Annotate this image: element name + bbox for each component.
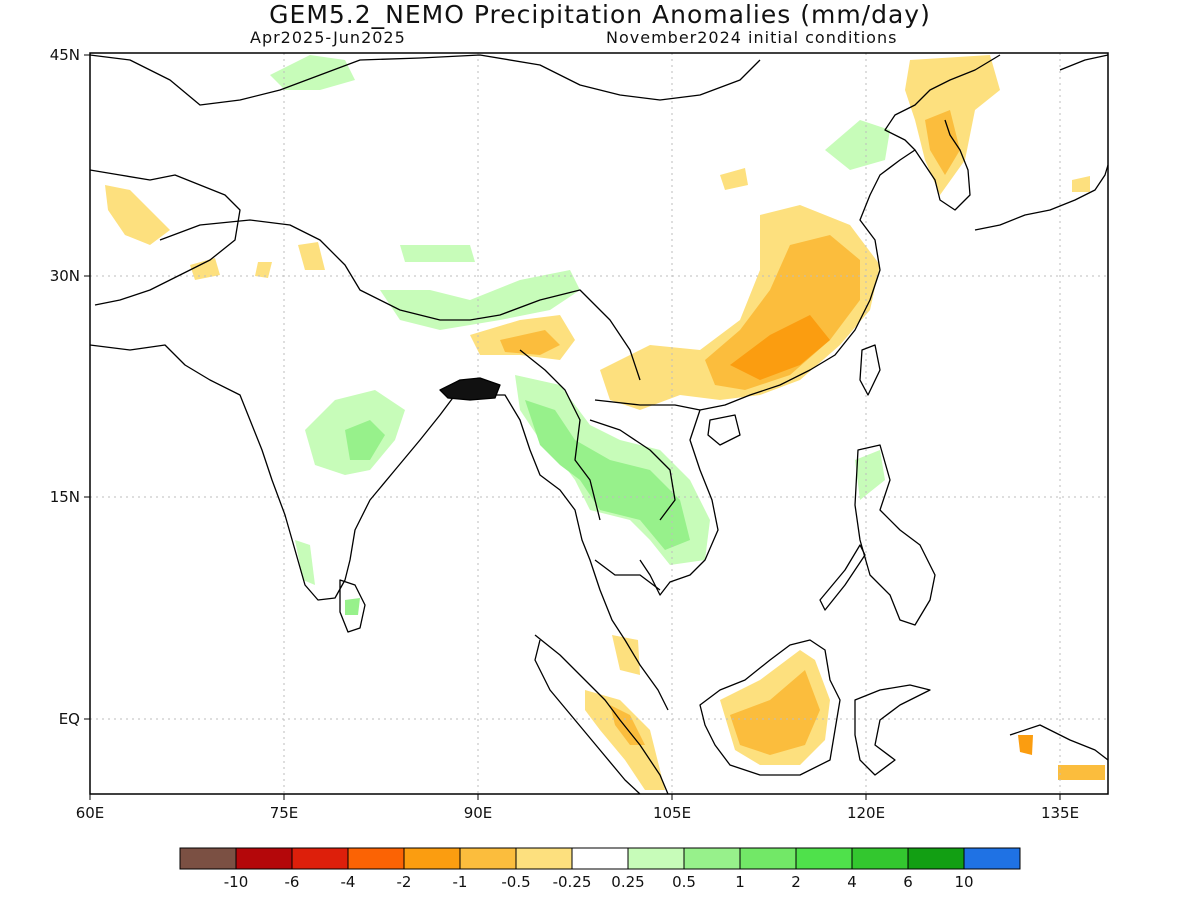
colorbar-swatch <box>683 847 741 870</box>
lat-label-30n: 30N <box>50 267 80 285</box>
colorbar-swatch <box>851 847 909 870</box>
anomaly-dry-new-guinea <box>1058 765 1105 780</box>
anomaly-shading <box>105 55 1105 790</box>
coastlines <box>89 54 1109 795</box>
lon-label-120e: 120E <box>847 804 885 822</box>
anomaly-dry-borneo-core <box>730 670 820 755</box>
colorbar-swatch <box>235 847 293 870</box>
colorbar-tick-label: -0.25 <box>553 873 592 891</box>
colorbar-swatch <box>515 847 573 870</box>
anomaly-dry-north-india <box>190 258 220 280</box>
lon-label-135e: 135E <box>1041 804 1079 822</box>
lon-label-60e: 60E <box>76 804 105 822</box>
map-title: GEM5.2_NEMO Precipitation Anomalies (mm/… <box>269 0 931 29</box>
anomaly-wet-mainland-sea-core <box>525 400 690 550</box>
colorbar-tick-label: 0.5 <box>672 873 696 891</box>
colorbar-tick-label: 6 <box>903 873 913 891</box>
colorbar-tick-label: -4 <box>341 873 356 891</box>
colorbar-swatch <box>627 847 685 870</box>
colorbar-tick-label: -0.5 <box>501 873 530 891</box>
lat-label-15n: 15N <box>50 488 80 506</box>
colorbar-swatch <box>179 847 237 870</box>
anomaly-dry-south-china-mid <box>705 235 860 390</box>
anomaly-dry-nepal <box>298 242 325 270</box>
colorbar-swatch <box>347 847 405 870</box>
initial-conditions: November2024 initial conditions <box>606 28 898 47</box>
colorbar-tick-label: -1 <box>453 873 468 891</box>
anomaly-wet-central-india-core <box>345 420 385 460</box>
colorbar-swatch <box>907 847 965 870</box>
anomaly-wet-mongolia <box>270 55 355 90</box>
lat-label-45n: 45N <box>50 46 80 64</box>
forecast-period: Apr2025-Jun2025 <box>250 28 406 47</box>
colorbar-swatch <box>571 847 629 870</box>
colorbar-tick-label: -10 <box>224 873 249 891</box>
anomaly-dry-sumatra <box>585 690 665 790</box>
colorbar-tick-label: 0.25 <box>611 873 644 891</box>
anomaly-wet-luzon <box>855 450 885 500</box>
anomaly-dry-sumatra-core <box>610 705 645 745</box>
anomaly-dry-myanmar-core <box>500 330 560 355</box>
lat-label-eq: EQ <box>59 710 80 728</box>
anomaly-dry-pakistan <box>105 185 170 245</box>
anomaly-wet-north-china <box>825 120 890 170</box>
colorbar-tick-label: 4 <box>847 873 857 891</box>
lon-label-90e: 90E <box>464 804 493 822</box>
anomaly-wet-sri-lanka <box>345 598 360 615</box>
anomaly-dry-malaya <box>612 635 640 675</box>
lon-label-75e: 75E <box>270 804 299 822</box>
colorbar-swatch <box>459 847 517 870</box>
colorbar-tick-label: 2 <box>791 873 801 891</box>
colorbar-tick-label: -2 <box>397 873 412 891</box>
anomaly-dry-korea-core <box>925 110 960 175</box>
colorbar-swatch <box>795 847 853 870</box>
colorbar-tick-label: -6 <box>285 873 300 891</box>
colorbar-swatch <box>963 847 1021 870</box>
colorbar-swatch <box>739 847 797 870</box>
anomaly-wet-west-coast <box>295 540 315 585</box>
anomaly-dry-kashmir <box>255 262 272 278</box>
colorbar-swatch <box>403 847 461 870</box>
anomaly-dry-tibet-spot <box>720 168 748 190</box>
colorbar-tick-label: 1 <box>735 873 745 891</box>
colorbar: -10 -6 -4 -2 -1 -0.5 -0.25 0.25 0.5 1 2 4 6 10 <box>179 847 1021 891</box>
colorbar-swatch <box>291 847 349 870</box>
anomaly-dry-sulawesi-east <box>1018 735 1033 755</box>
lon-label-105e: 105E <box>653 804 691 822</box>
graticule <box>90 53 1108 794</box>
anomaly-dry-south-china-core <box>730 315 830 380</box>
colorbar-tick-label: 10 <box>954 873 973 891</box>
anomaly-wet-himalaya <box>380 270 580 330</box>
anomaly-wet-tibet <box>400 245 475 262</box>
map-frame <box>89 52 1109 795</box>
anomaly-dry-japan <box>1072 176 1090 192</box>
